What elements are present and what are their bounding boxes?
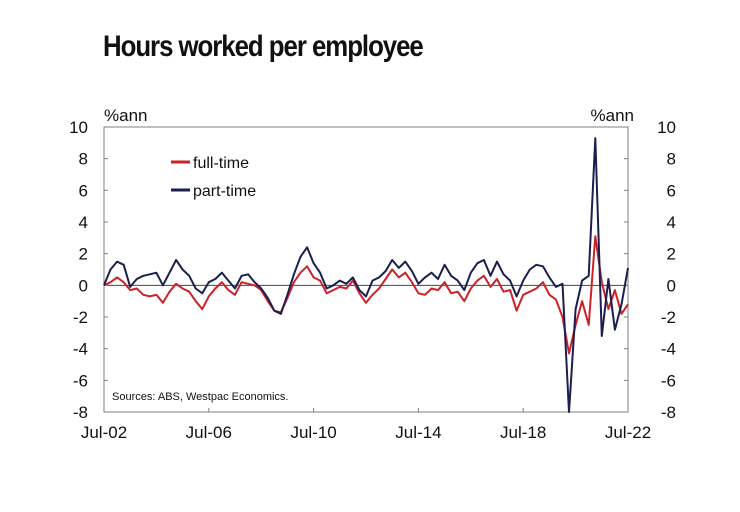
series-line-full-time <box>103 235 629 355</box>
legend-label-full-time: full-time <box>193 155 249 172</box>
legend: full-time part-time <box>171 155 256 200</box>
x-tick-label: Jul-06 <box>186 423 232 442</box>
legend-label-part-time: part-time <box>193 183 256 200</box>
y-tick-label-right: 10 <box>657 118 676 137</box>
series-line-part-time <box>103 137 629 413</box>
y-tick-label-left: 0 <box>79 276 88 295</box>
y-tick-label-right: 2 <box>667 245 676 264</box>
y-axis-right-ticks: 10 8 6 4 2 0 -2 -4 -6 -8 <box>624 118 676 422</box>
y-tick-label-left: 2 <box>79 245 88 264</box>
series-layer <box>103 137 629 413</box>
y-tick-label-right: -2 <box>661 308 676 327</box>
y-tick-label-right: 6 <box>667 181 676 200</box>
chart-title: Hours worked per employee <box>103 30 424 63</box>
y-axis-right-unit: %ann <box>591 106 634 125</box>
y-tick-label-left: 6 <box>79 181 88 200</box>
y-tick-label-left: 8 <box>79 150 88 169</box>
y-tick-label-right: -4 <box>661 340 676 359</box>
x-tick-label: Jul-02 <box>81 423 127 442</box>
y-tick-label-left: -6 <box>73 371 88 390</box>
y-tick-label-left: 4 <box>79 213 88 232</box>
y-tick-label-right: 8 <box>667 150 676 169</box>
y-tick-label-right: -8 <box>661 403 676 422</box>
y-tick-label-left: 10 <box>69 118 88 137</box>
source-note: Sources: ABS, Westpac Economics. <box>112 391 288 403</box>
y-axis-left-ticks: 10 8 6 4 2 0 -2 -4 -6 -8 <box>69 118 108 422</box>
y-tick-label-right: 4 <box>667 213 676 232</box>
x-axis-ticks: Jul-02 Jul-06 Jul-10 Jul-14 Jul-18 Jul-22 <box>81 408 651 442</box>
x-tick-label: Jul-22 <box>605 423 651 442</box>
y-axis-left-unit: %ann <box>104 106 147 125</box>
y-tick-label-right: -6 <box>661 371 676 390</box>
y-tick-label-left: -8 <box>73 403 88 422</box>
x-tick-label: Jul-18 <box>500 423 546 442</box>
y-tick-label-left: -4 <box>73 340 88 359</box>
x-tick-label: Jul-10 <box>290 423 336 442</box>
x-tick-label: Jul-14 <box>395 423 441 442</box>
y-tick-label-left: -2 <box>73 308 88 327</box>
y-tick-label-right: 0 <box>667 276 676 295</box>
